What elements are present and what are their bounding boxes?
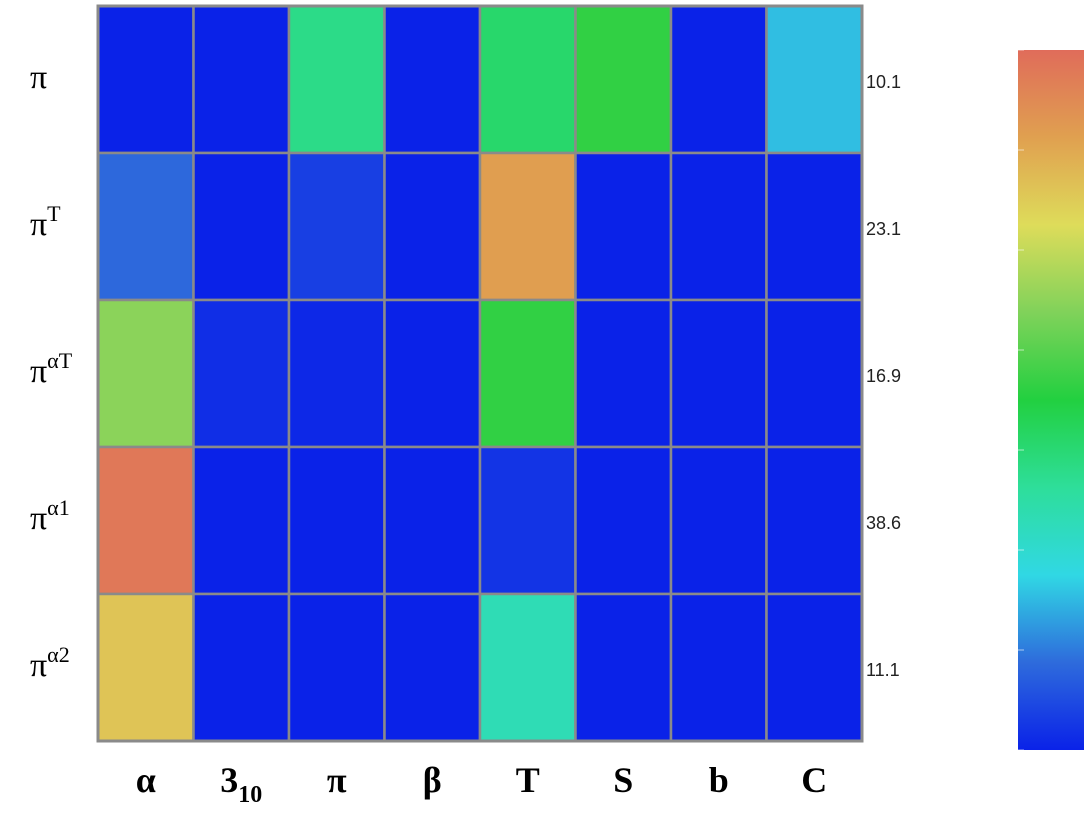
heatmap-cell (287, 4, 386, 155)
column-label: S (613, 760, 633, 800)
heatmap-cell (574, 151, 673, 302)
heatmap-cell (765, 298, 864, 449)
row-label: πα2 (30, 642, 70, 684)
column-label: b (709, 760, 729, 800)
column-label: β (423, 760, 442, 800)
heatmap-cell (96, 298, 195, 449)
column-label: T (516, 760, 540, 800)
column-label: 310 (220, 760, 262, 808)
heatmap-cell (192, 4, 291, 155)
heatmap-cell (669, 592, 768, 743)
heatmap-frame (96, 4, 864, 743)
heatmap-cell (96, 151, 195, 302)
heatmap-cell (192, 298, 291, 449)
heatmap-cell (192, 592, 291, 743)
heatmap-cell (765, 592, 864, 743)
row-totals: 10.1 23.1 16.9 38.6 11.1 (866, 72, 901, 680)
heatmap-cell (383, 445, 482, 596)
heatmap-cell (96, 4, 195, 155)
row-label: πα1 (30, 495, 70, 537)
heatmap-cell (287, 445, 386, 596)
heatmap-cell (765, 4, 864, 155)
heatmap-cell (478, 445, 577, 596)
row-total: 23.1 (866, 219, 901, 239)
heatmap-cell (765, 445, 864, 596)
heatmap-cell (287, 151, 386, 302)
colorbar (1018, 49, 1084, 751)
column-label: π (327, 760, 347, 800)
heatmap-cell (192, 445, 291, 596)
column-label: C (801, 760, 827, 800)
heatmap-cell (478, 298, 577, 449)
heatmap-cell (96, 445, 195, 596)
heatmap-cell (669, 445, 768, 596)
heatmap-cell (383, 298, 482, 449)
heatmap-cell (574, 592, 673, 743)
colorbar-ticks (1018, 49, 1024, 751)
heatmap-cell (574, 298, 673, 449)
row-label: πT (30, 201, 61, 243)
row-total: 11.1 (866, 660, 900, 680)
heatmap-cell (478, 4, 577, 155)
row-labels: π πT παT πα1 πα2 (30, 59, 73, 684)
heatmap-cell (287, 298, 386, 449)
heatmap-cell (478, 592, 577, 743)
heatmap-cell (192, 151, 291, 302)
row-total: 38.6 (866, 513, 901, 533)
heatmap-cell (574, 445, 673, 596)
heatmap-cell (383, 4, 482, 155)
row-total: 10.1 (866, 72, 901, 92)
heatmap-cell (287, 592, 386, 743)
row-label: π (30, 59, 47, 96)
colorbar-gradient (1018, 50, 1084, 750)
heatmap-cell (669, 4, 768, 155)
row-total: 16.9 (866, 366, 901, 386)
heatmap-cell (574, 4, 673, 155)
heatmap-cell (383, 151, 482, 302)
heatmap-cells (96, 4, 864, 743)
heatmap-cell (96, 592, 195, 743)
heatmap-cell (478, 151, 577, 302)
heatmap-cell (765, 151, 864, 302)
column-label: α (136, 760, 156, 800)
heatmap-cell (383, 592, 482, 743)
row-label: παT (30, 348, 73, 390)
heatmap-cell (669, 298, 768, 449)
heatmap-cell (669, 151, 768, 302)
